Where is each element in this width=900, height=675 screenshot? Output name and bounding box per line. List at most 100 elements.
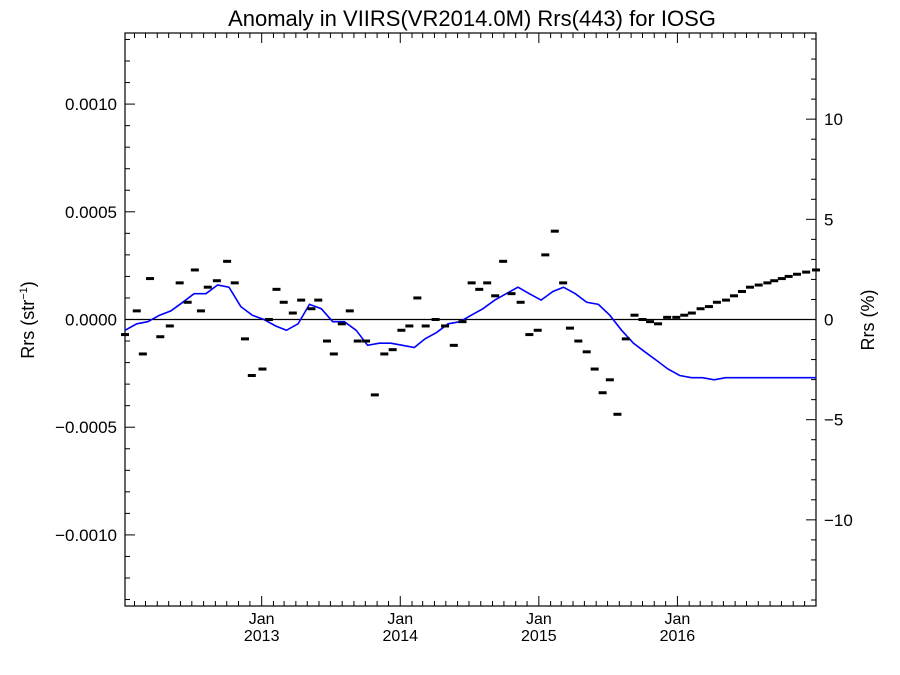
- data-point: [329, 352, 338, 356]
- data-point: [621, 337, 630, 341]
- data-point: [491, 294, 500, 298]
- data-point: [175, 281, 184, 285]
- data-point: [190, 268, 199, 272]
- data-point: [307, 307, 316, 311]
- left-tick-label: −0.0010: [55, 526, 117, 545]
- data-point: [146, 277, 155, 281]
- data-point: [704, 305, 713, 309]
- data-point: [247, 374, 256, 378]
- y-axis-right-label: Rrs (%): [858, 290, 878, 351]
- data-point: [574, 339, 583, 343]
- x-tick-year-label: 2014: [382, 628, 418, 645]
- x-tick-year-label: 2013: [244, 628, 280, 645]
- data-point: [258, 367, 267, 371]
- data-point: [322, 339, 331, 343]
- data-point: [777, 277, 786, 281]
- left-tick-label: 0.0000: [65, 311, 117, 330]
- y-axis-left-label-close: ): [18, 281, 38, 287]
- data-point: [729, 294, 738, 298]
- data-point: [431, 318, 440, 321]
- data-point: [405, 324, 414, 328]
- data-point: [240, 337, 249, 341]
- data-point: [279, 300, 288, 304]
- data-point: [582, 350, 591, 354]
- data-point: [565, 326, 574, 330]
- y-axis-left-label-text: Rrs (str: [18, 300, 38, 359]
- data-point: [353, 339, 362, 343]
- data-point: [793, 272, 802, 276]
- data-point: [441, 324, 450, 328]
- data-point: [770, 279, 779, 283]
- data-point: [196, 309, 205, 313]
- right-tick-label: 10: [824, 110, 843, 129]
- x-tick-month-label: Jan: [249, 611, 275, 628]
- left-tick-label: 0.0010: [65, 95, 117, 114]
- x-tick-year-label: 2015: [521, 628, 557, 645]
- data-point: [533, 328, 542, 332]
- data-point: [722, 298, 731, 302]
- chart-title: Anomaly in VIIRS(VR2014.0M) Rrs(443) for…: [228, 6, 716, 31]
- data-point: [413, 296, 422, 300]
- x-tick-year-label: 2016: [660, 628, 696, 645]
- y-axis-left-label-superscript: −1: [18, 287, 30, 300]
- data-point: [388, 348, 397, 352]
- axes-layer: 0.0010 0.0005 0.0000 −0.0005 −0.0010 10 5 0 −5 −1…: [55, 33, 853, 645]
- data-point: [499, 259, 508, 263]
- data-point: [288, 311, 297, 315]
- data-point: [165, 324, 174, 328]
- data-point: [475, 287, 484, 291]
- right-tick-label: −5: [824, 411, 843, 430]
- data-point: [590, 367, 599, 371]
- data-point: [345, 309, 354, 313]
- data-point: [598, 391, 607, 395]
- data-point: [737, 289, 746, 293]
- y-axis-left-label: Rrs (str−1): [18, 281, 38, 359]
- right-tick-label: −10: [824, 511, 853, 530]
- data-point: [230, 281, 239, 285]
- data-point: [467, 281, 476, 285]
- data-point: [421, 324, 430, 328]
- data-point: [370, 393, 379, 397]
- data-point: [630, 313, 639, 317]
- data-point: [507, 292, 516, 296]
- data-point: [362, 339, 371, 343]
- data-point: [121, 333, 129, 337]
- data-point: [654, 322, 663, 326]
- data-point: [380, 352, 389, 356]
- data-point: [663, 315, 672, 319]
- data-point: [223, 259, 232, 263]
- x-tick-month-label: Jan: [387, 611, 413, 628]
- x-tick-month-label: Jan: [526, 611, 552, 628]
- data-point: [183, 300, 192, 304]
- data-point: [763, 281, 772, 285]
- data-point: [802, 270, 811, 274]
- scatter-points-layer: [121, 229, 820, 416]
- data-point: [156, 335, 165, 339]
- data-point: [397, 328, 406, 332]
- data-point: [212, 279, 221, 283]
- data-point: [712, 300, 721, 304]
- data-point: [314, 298, 323, 302]
- data-point: [812, 268, 820, 272]
- data-point: [550, 229, 559, 233]
- data-point: [638, 318, 647, 321]
- data-point: [605, 378, 614, 382]
- data-point: [132, 309, 141, 313]
- data-point: [337, 322, 346, 326]
- data-point: [138, 352, 147, 356]
- data-point: [680, 313, 689, 317]
- right-tick-label: 0: [824, 311, 833, 330]
- data-point: [449, 343, 458, 347]
- data-point: [297, 298, 306, 302]
- data-point: [203, 285, 212, 289]
- data-point: [272, 287, 281, 291]
- data-point: [672, 315, 681, 319]
- data-point: [559, 281, 568, 285]
- data-point: [745, 285, 754, 289]
- data-point: [696, 307, 705, 311]
- data-point: [458, 320, 467, 324]
- x-tick-month-label: Jan: [665, 611, 691, 628]
- running-mean-line: [124, 284, 816, 381]
- left-tick-label: −0.0005: [55, 418, 117, 437]
